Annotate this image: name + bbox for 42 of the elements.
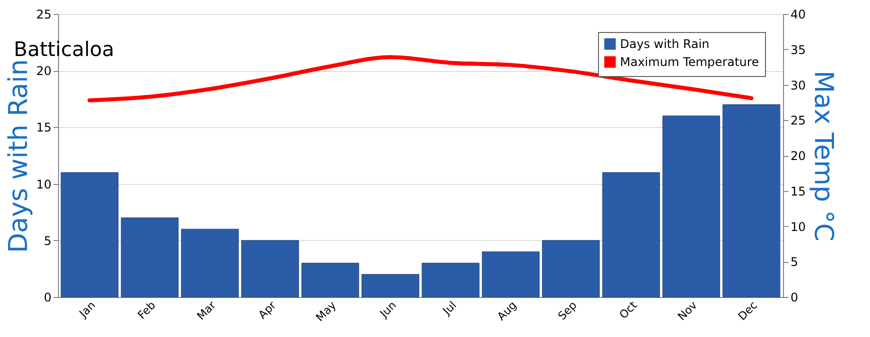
- bar: [120, 218, 179, 298]
- x-tick-label: Sep: [556, 298, 580, 323]
- x-tick-label: Oct: [616, 298, 640, 322]
- bar: [662, 116, 720, 298]
- y2-tick-label: 10: [790, 220, 806, 234]
- bar: [181, 228, 239, 298]
- y2-tick-label: 15: [790, 184, 806, 198]
- y2-tick-label: 0: [790, 290, 798, 304]
- bar: [542, 240, 600, 298]
- bar: [362, 274, 420, 298]
- bar: [60, 172, 118, 298]
- text: Batticaloa: [14, 37, 114, 61]
- y-tick-label: 20: [36, 64, 52, 78]
- x-tick-label: Feb: [135, 298, 158, 322]
- x-tick-label: Jan: [76, 298, 98, 321]
- x-tick-label: Apr: [256, 298, 279, 322]
- y2-tick-label: 25: [790, 114, 806, 128]
- y-tick-label: 5: [44, 234, 52, 248]
- y-tick-label: 10: [36, 177, 52, 192]
- bar: [722, 104, 780, 298]
- y2-tick-label: 5: [790, 255, 798, 270]
- y-tick-label: 0: [44, 290, 52, 304]
- bar: [602, 172, 660, 298]
- y2-tick-label: 35: [790, 42, 806, 57]
- bar: [301, 262, 360, 298]
- bar: [482, 251, 540, 298]
- y-tick-label: 15: [36, 120, 52, 135]
- x-tick-label: Jul: [440, 298, 460, 318]
- legend-label: Maximum Temperature: [620, 55, 759, 69]
- y-axis-title: Days with Rain: [4, 59, 34, 253]
- x-tick-label: Mar: [194, 298, 219, 323]
- bar: [422, 262, 480, 298]
- y2-axis-title: Max Temp °C: [808, 70, 838, 242]
- x-tick-label: Nov: [675, 298, 700, 324]
- y2-tick-label: 40: [790, 8, 806, 22]
- y2-tick-label: 30: [790, 78, 806, 92]
- y2-tick-label: 20: [790, 149, 806, 163]
- x-tick-label: Dec: [736, 298, 760, 324]
- x-tick-label: Jun: [376, 298, 399, 321]
- bar: [241, 240, 299, 298]
- legend-label: Days with Rain: [620, 37, 710, 51]
- y-tick-label: 25: [36, 8, 52, 22]
